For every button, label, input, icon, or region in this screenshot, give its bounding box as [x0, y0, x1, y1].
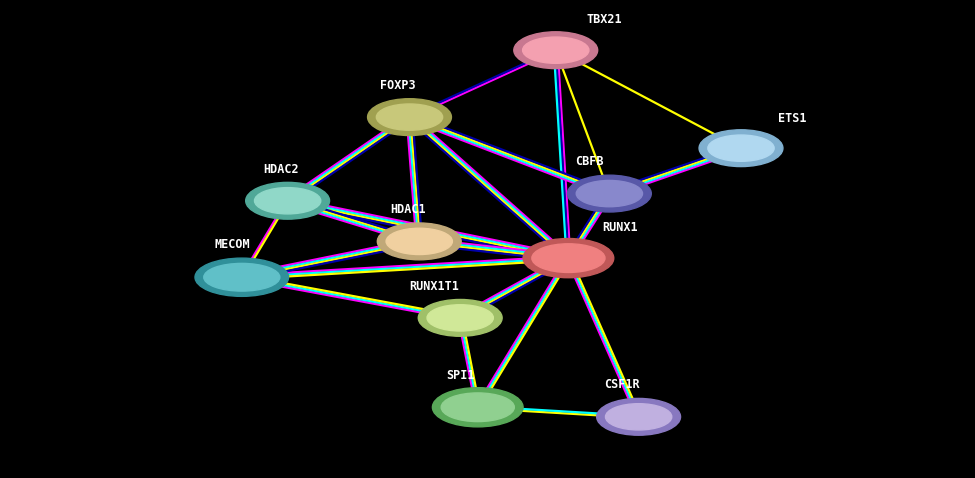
Text: RUNX1T1: RUNX1T1: [410, 280, 459, 293]
Ellipse shape: [514, 32, 598, 69]
Text: HDAC2: HDAC2: [263, 163, 299, 176]
Ellipse shape: [368, 99, 451, 136]
Text: CSF1R: CSF1R: [604, 378, 641, 391]
Ellipse shape: [605, 403, 672, 430]
Ellipse shape: [427, 305, 493, 331]
Text: FOXP3: FOXP3: [380, 79, 416, 92]
Text: TBX21: TBX21: [587, 13, 623, 26]
Text: RUNX1: RUNX1: [603, 221, 639, 234]
Ellipse shape: [377, 223, 461, 260]
Ellipse shape: [195, 258, 289, 296]
Ellipse shape: [386, 228, 452, 255]
Ellipse shape: [567, 175, 651, 212]
Ellipse shape: [699, 130, 783, 167]
Ellipse shape: [532, 244, 604, 272]
Ellipse shape: [433, 388, 523, 427]
Ellipse shape: [254, 188, 321, 214]
Text: HDAC1: HDAC1: [390, 203, 426, 216]
Text: CBFB: CBFB: [575, 155, 604, 168]
Ellipse shape: [246, 182, 330, 219]
Ellipse shape: [418, 299, 502, 337]
Ellipse shape: [597, 399, 681, 435]
Ellipse shape: [576, 181, 643, 207]
Ellipse shape: [376, 104, 443, 130]
Text: ETS1: ETS1: [778, 112, 806, 125]
Ellipse shape: [204, 263, 280, 291]
Text: SPI1: SPI1: [447, 369, 475, 382]
Ellipse shape: [523, 37, 589, 64]
Text: MECOM: MECOM: [214, 239, 251, 251]
Ellipse shape: [708, 135, 774, 162]
Ellipse shape: [523, 239, 614, 278]
Ellipse shape: [441, 393, 515, 422]
